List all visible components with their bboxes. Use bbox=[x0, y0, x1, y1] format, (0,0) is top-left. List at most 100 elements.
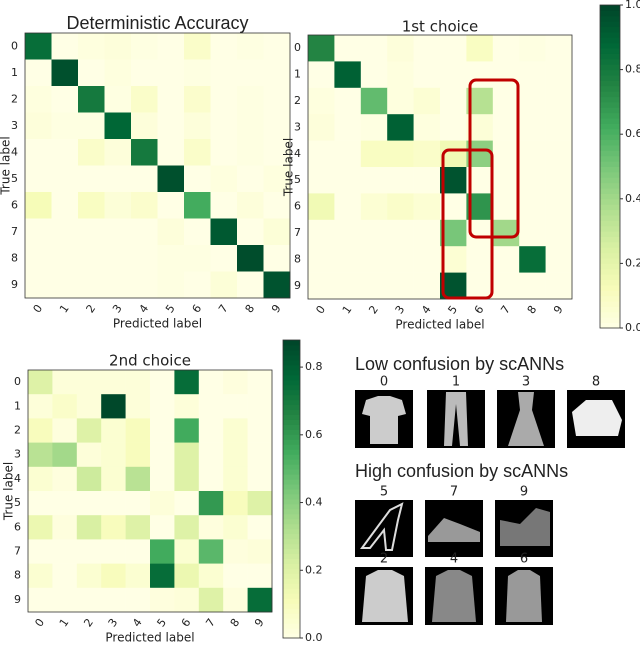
cell bbox=[360, 219, 388, 247]
cell bbox=[150, 515, 175, 540]
cell bbox=[263, 33, 291, 60]
colorbar-step bbox=[283, 389, 300, 396]
cell bbox=[131, 271, 158, 299]
colorbar-step bbox=[600, 123, 620, 130]
cell bbox=[150, 587, 175, 613]
cell bbox=[131, 165, 158, 193]
colorbar-step bbox=[600, 53, 620, 60]
cell bbox=[545, 167, 573, 194]
cell bbox=[51, 33, 79, 60]
thumb-shape bbox=[362, 396, 406, 444]
cell bbox=[247, 515, 273, 540]
cell bbox=[28, 394, 53, 419]
cell bbox=[223, 466, 248, 492]
y-tick-label: 9 bbox=[14, 593, 21, 606]
colorbar-step bbox=[600, 177, 620, 184]
colorbar-frame bbox=[282, 339, 301, 639]
colorbar-step bbox=[600, 182, 620, 189]
cell bbox=[101, 418, 126, 443]
cell bbox=[157, 165, 185, 193]
cell bbox=[334, 35, 362, 62]
cell bbox=[28, 563, 53, 589]
cell bbox=[131, 86, 158, 113]
cell bbox=[157, 112, 185, 140]
colorbar-step bbox=[283, 464, 300, 470]
colorbar-step bbox=[600, 301, 620, 307]
colorbar-step bbox=[283, 543, 300, 550]
colorbar-step bbox=[283, 523, 300, 530]
cell bbox=[125, 587, 151, 613]
cell bbox=[198, 466, 224, 492]
cell bbox=[210, 86, 238, 113]
colorbar-step bbox=[600, 311, 620, 318]
cell bbox=[413, 167, 441, 194]
cell bbox=[413, 246, 441, 273]
cell bbox=[131, 245, 158, 272]
colorbar-step bbox=[600, 322, 620, 329]
colorbar-step bbox=[283, 538, 300, 545]
colorbar-step bbox=[283, 503, 300, 510]
cell bbox=[125, 370, 151, 395]
cell bbox=[247, 587, 273, 613]
cell bbox=[76, 442, 102, 468]
cell bbox=[174, 442, 200, 468]
x-tick-label: 2 bbox=[81, 616, 96, 629]
cell bbox=[492, 35, 520, 62]
cell bbox=[519, 114, 546, 141]
cell bbox=[387, 35, 414, 62]
colorbar-step bbox=[600, 263, 620, 270]
y-tick-label: 7 bbox=[14, 545, 21, 558]
y-tick-label: 7 bbox=[294, 226, 301, 239]
cell bbox=[263, 218, 291, 246]
cell bbox=[184, 271, 211, 299]
cell bbox=[413, 61, 441, 89]
colorbar-step bbox=[600, 74, 620, 81]
cell bbox=[545, 140, 573, 168]
colorbar-step bbox=[600, 69, 620, 76]
cell bbox=[545, 87, 573, 115]
cell bbox=[545, 193, 573, 221]
colorbar-step bbox=[600, 193, 620, 200]
colorbar-step bbox=[283, 533, 300, 540]
cell bbox=[101, 491, 126, 516]
frame bbox=[24, 32, 291, 299]
cell bbox=[184, 86, 211, 113]
colorbar-step bbox=[600, 268, 620, 275]
cell bbox=[308, 87, 335, 115]
cell bbox=[545, 114, 573, 141]
cell bbox=[263, 112, 291, 140]
colorbar-tick-label: 0.6 bbox=[305, 428, 323, 441]
cell bbox=[210, 192, 238, 219]
cell bbox=[125, 491, 151, 516]
cell bbox=[51, 271, 79, 299]
colorbar-step bbox=[600, 220, 620, 227]
colorbar-step bbox=[283, 399, 300, 406]
cell bbox=[334, 167, 362, 194]
x-tick-label: 2 bbox=[366, 303, 381, 316]
cell bbox=[125, 394, 151, 419]
cell bbox=[25, 218, 52, 246]
cell bbox=[76, 587, 102, 613]
thumb-shape bbox=[360, 502, 404, 551]
colorbar-step bbox=[283, 469, 300, 475]
cell bbox=[78, 86, 105, 113]
cell bbox=[237, 139, 264, 166]
colorbar-step bbox=[283, 404, 300, 411]
y-tick-label: 7 bbox=[11, 225, 18, 238]
cell bbox=[237, 192, 264, 219]
y-tick-label: 1 bbox=[11, 66, 18, 79]
cell bbox=[76, 563, 102, 589]
cell bbox=[334, 193, 362, 221]
colorbar-step bbox=[600, 252, 620, 259]
thumb-label: 0 bbox=[380, 375, 388, 390]
cell bbox=[198, 515, 224, 540]
colorbar-step bbox=[283, 364, 300, 371]
colorbar-step bbox=[283, 340, 300, 346]
cell bbox=[360, 114, 388, 141]
y-tick-label: 4 bbox=[14, 472, 21, 485]
cell bbox=[76, 515, 102, 540]
cell bbox=[52, 491, 78, 516]
cell bbox=[263, 165, 291, 193]
cell bbox=[125, 563, 151, 589]
